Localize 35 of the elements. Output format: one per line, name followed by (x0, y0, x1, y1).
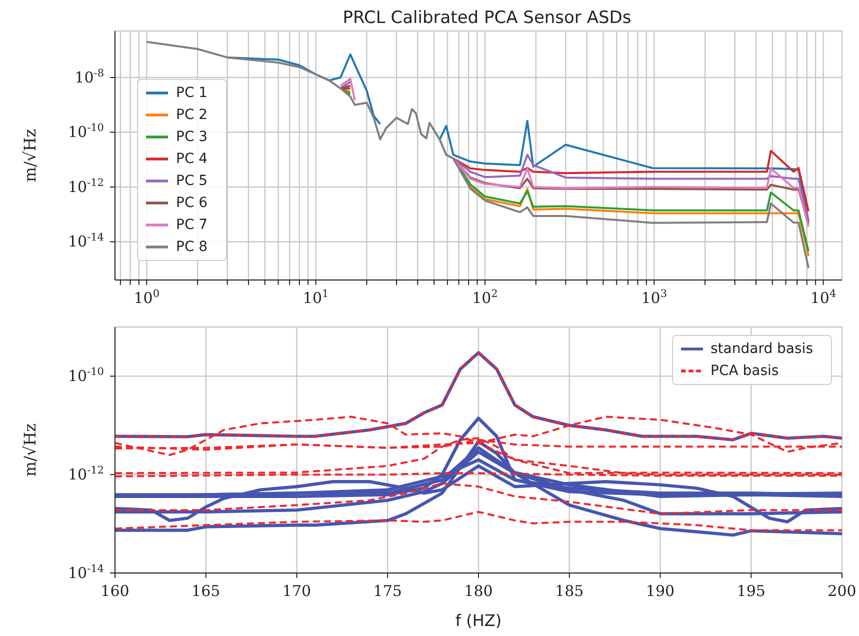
x-tick-label: 10$^{1}$ (302, 288, 329, 307)
x-tick-label: 170 (282, 582, 312, 600)
legend-label: standard basis (710, 340, 813, 357)
x-tick-label: 160 (100, 582, 130, 600)
x-tick-label: 185 (555, 582, 584, 600)
legend-label: PC 6 (176, 194, 208, 211)
x-tick-label: 10$^{3}$ (641, 288, 668, 307)
x-axis-title: f (HZ) (455, 611, 502, 630)
legend-label: PC 4 (176, 150, 208, 167)
x-tick-label: 10$^{4}$ (810, 288, 836, 307)
y-axis-title: m/√Hz (20, 423, 40, 477)
x-tick-label: 190 (646, 582, 675, 600)
legend-label: PC 1 (176, 84, 208, 101)
y-tick-label: 10$^{-10}$ (68, 366, 104, 386)
y-tick-label: 10$^{-8}$ (74, 68, 104, 87)
legend-label: PC 7 (176, 216, 208, 233)
y-tick-label: 10$^{-12}$ (68, 464, 104, 484)
y-tick-label: 10$^{-14}$ (68, 232, 104, 251)
x-tick-label: 10$^{0}$ (134, 288, 160, 307)
x-tick-label: 180 (464, 582, 493, 600)
legend-label: PCA basis (710, 362, 779, 379)
x-tick-label: 10$^{2}$ (472, 288, 498, 307)
y-axis-title: m/√Hz (20, 128, 40, 182)
legend-label: PC 5 (176, 172, 208, 189)
y-tick-label: 10$^{-10}$ (68, 122, 104, 142)
legend-label: PC 2 (176, 106, 208, 123)
y-tick-label: 10$^{-12}$ (68, 176, 104, 196)
x-tick-label: 195 (736, 582, 766, 600)
x-tick-label: 165 (192, 582, 220, 600)
legend-label: PC 3 (176, 128, 208, 145)
legend-label: PC 8 (176, 238, 208, 255)
x-tick-label: 175 (373, 582, 402, 600)
x-tick-label: 200 (828, 582, 856, 600)
y-tick-label: 10$^{-14}$ (68, 563, 104, 582)
chart-title: PRCL Calibrated PCA Sensor ASDs (342, 8, 632, 30)
